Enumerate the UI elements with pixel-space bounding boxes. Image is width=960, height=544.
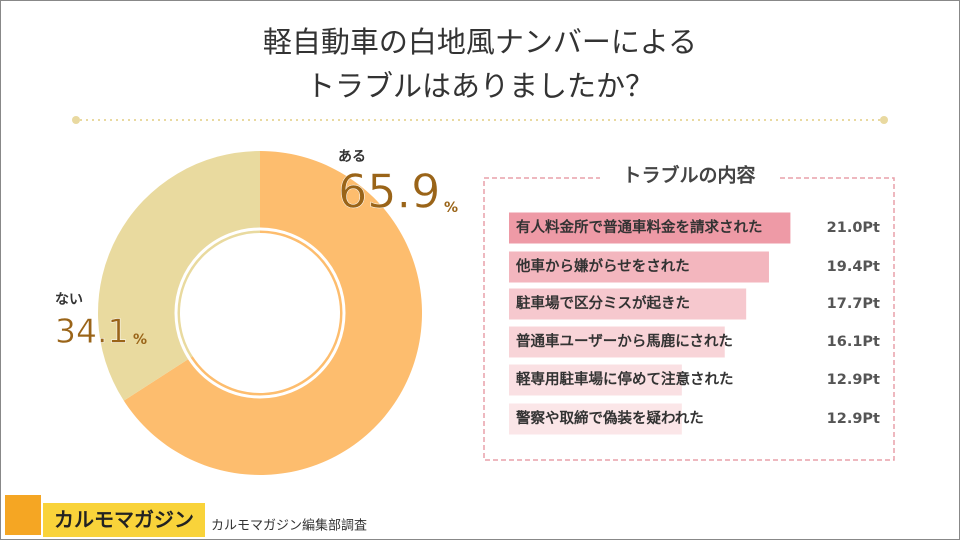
slice-unit: % xyxy=(133,332,147,348)
bar xyxy=(509,251,769,283)
title-line: トラブルはありましたか？ xyxy=(306,69,654,103)
divider-dot xyxy=(880,116,888,124)
panel-title-bg xyxy=(600,164,778,190)
divider-dot xyxy=(72,116,80,124)
panel-title: トラブルの内容 xyxy=(622,164,755,187)
bar xyxy=(509,364,682,396)
bar xyxy=(509,288,747,320)
donut-slice xyxy=(123,151,423,475)
bar xyxy=(509,403,682,435)
slice-label: ない xyxy=(55,292,83,308)
bar-value: 21.0Pt xyxy=(827,220,880,236)
donut-slice xyxy=(97,151,260,401)
source-note: カルモマガジン編集部調査 xyxy=(211,518,367,534)
slice-unit: % xyxy=(444,200,458,216)
bar-label: 軽専用駐車場に停めて注意された xyxy=(516,370,734,388)
logo-text: カルモマガジン xyxy=(54,508,194,532)
bar-value: 17.7Pt xyxy=(827,296,880,312)
bar-label: 有人料金所で普通車料金を請求された xyxy=(516,218,763,236)
bar-value: 19.4Pt xyxy=(827,259,880,275)
slice-label: ある xyxy=(338,149,366,165)
bar-label: 普通車ユーザーから馬鹿にされた xyxy=(516,332,733,350)
logo-box xyxy=(43,503,205,537)
bar xyxy=(509,326,725,358)
bar-value: 12.9Pt xyxy=(827,411,880,427)
bar-label: 他車から嫌がらせをされた xyxy=(515,257,690,275)
title-line: 軽自動車の白地風ナンバーによる xyxy=(263,25,697,59)
donut-ring xyxy=(174,227,346,399)
bar-label: 駐車場で区分ミスが起きた xyxy=(516,294,690,312)
bar xyxy=(509,212,791,244)
bar-label: 警察や取締で偽装を疑われた xyxy=(515,409,704,427)
bar-value: 12.9Pt xyxy=(827,372,880,388)
logo-icon xyxy=(5,495,41,535)
slice-value: 34.1 xyxy=(55,312,128,351)
slice-value: 65.9 xyxy=(338,165,440,219)
bar-value: 16.1Pt xyxy=(827,334,880,350)
